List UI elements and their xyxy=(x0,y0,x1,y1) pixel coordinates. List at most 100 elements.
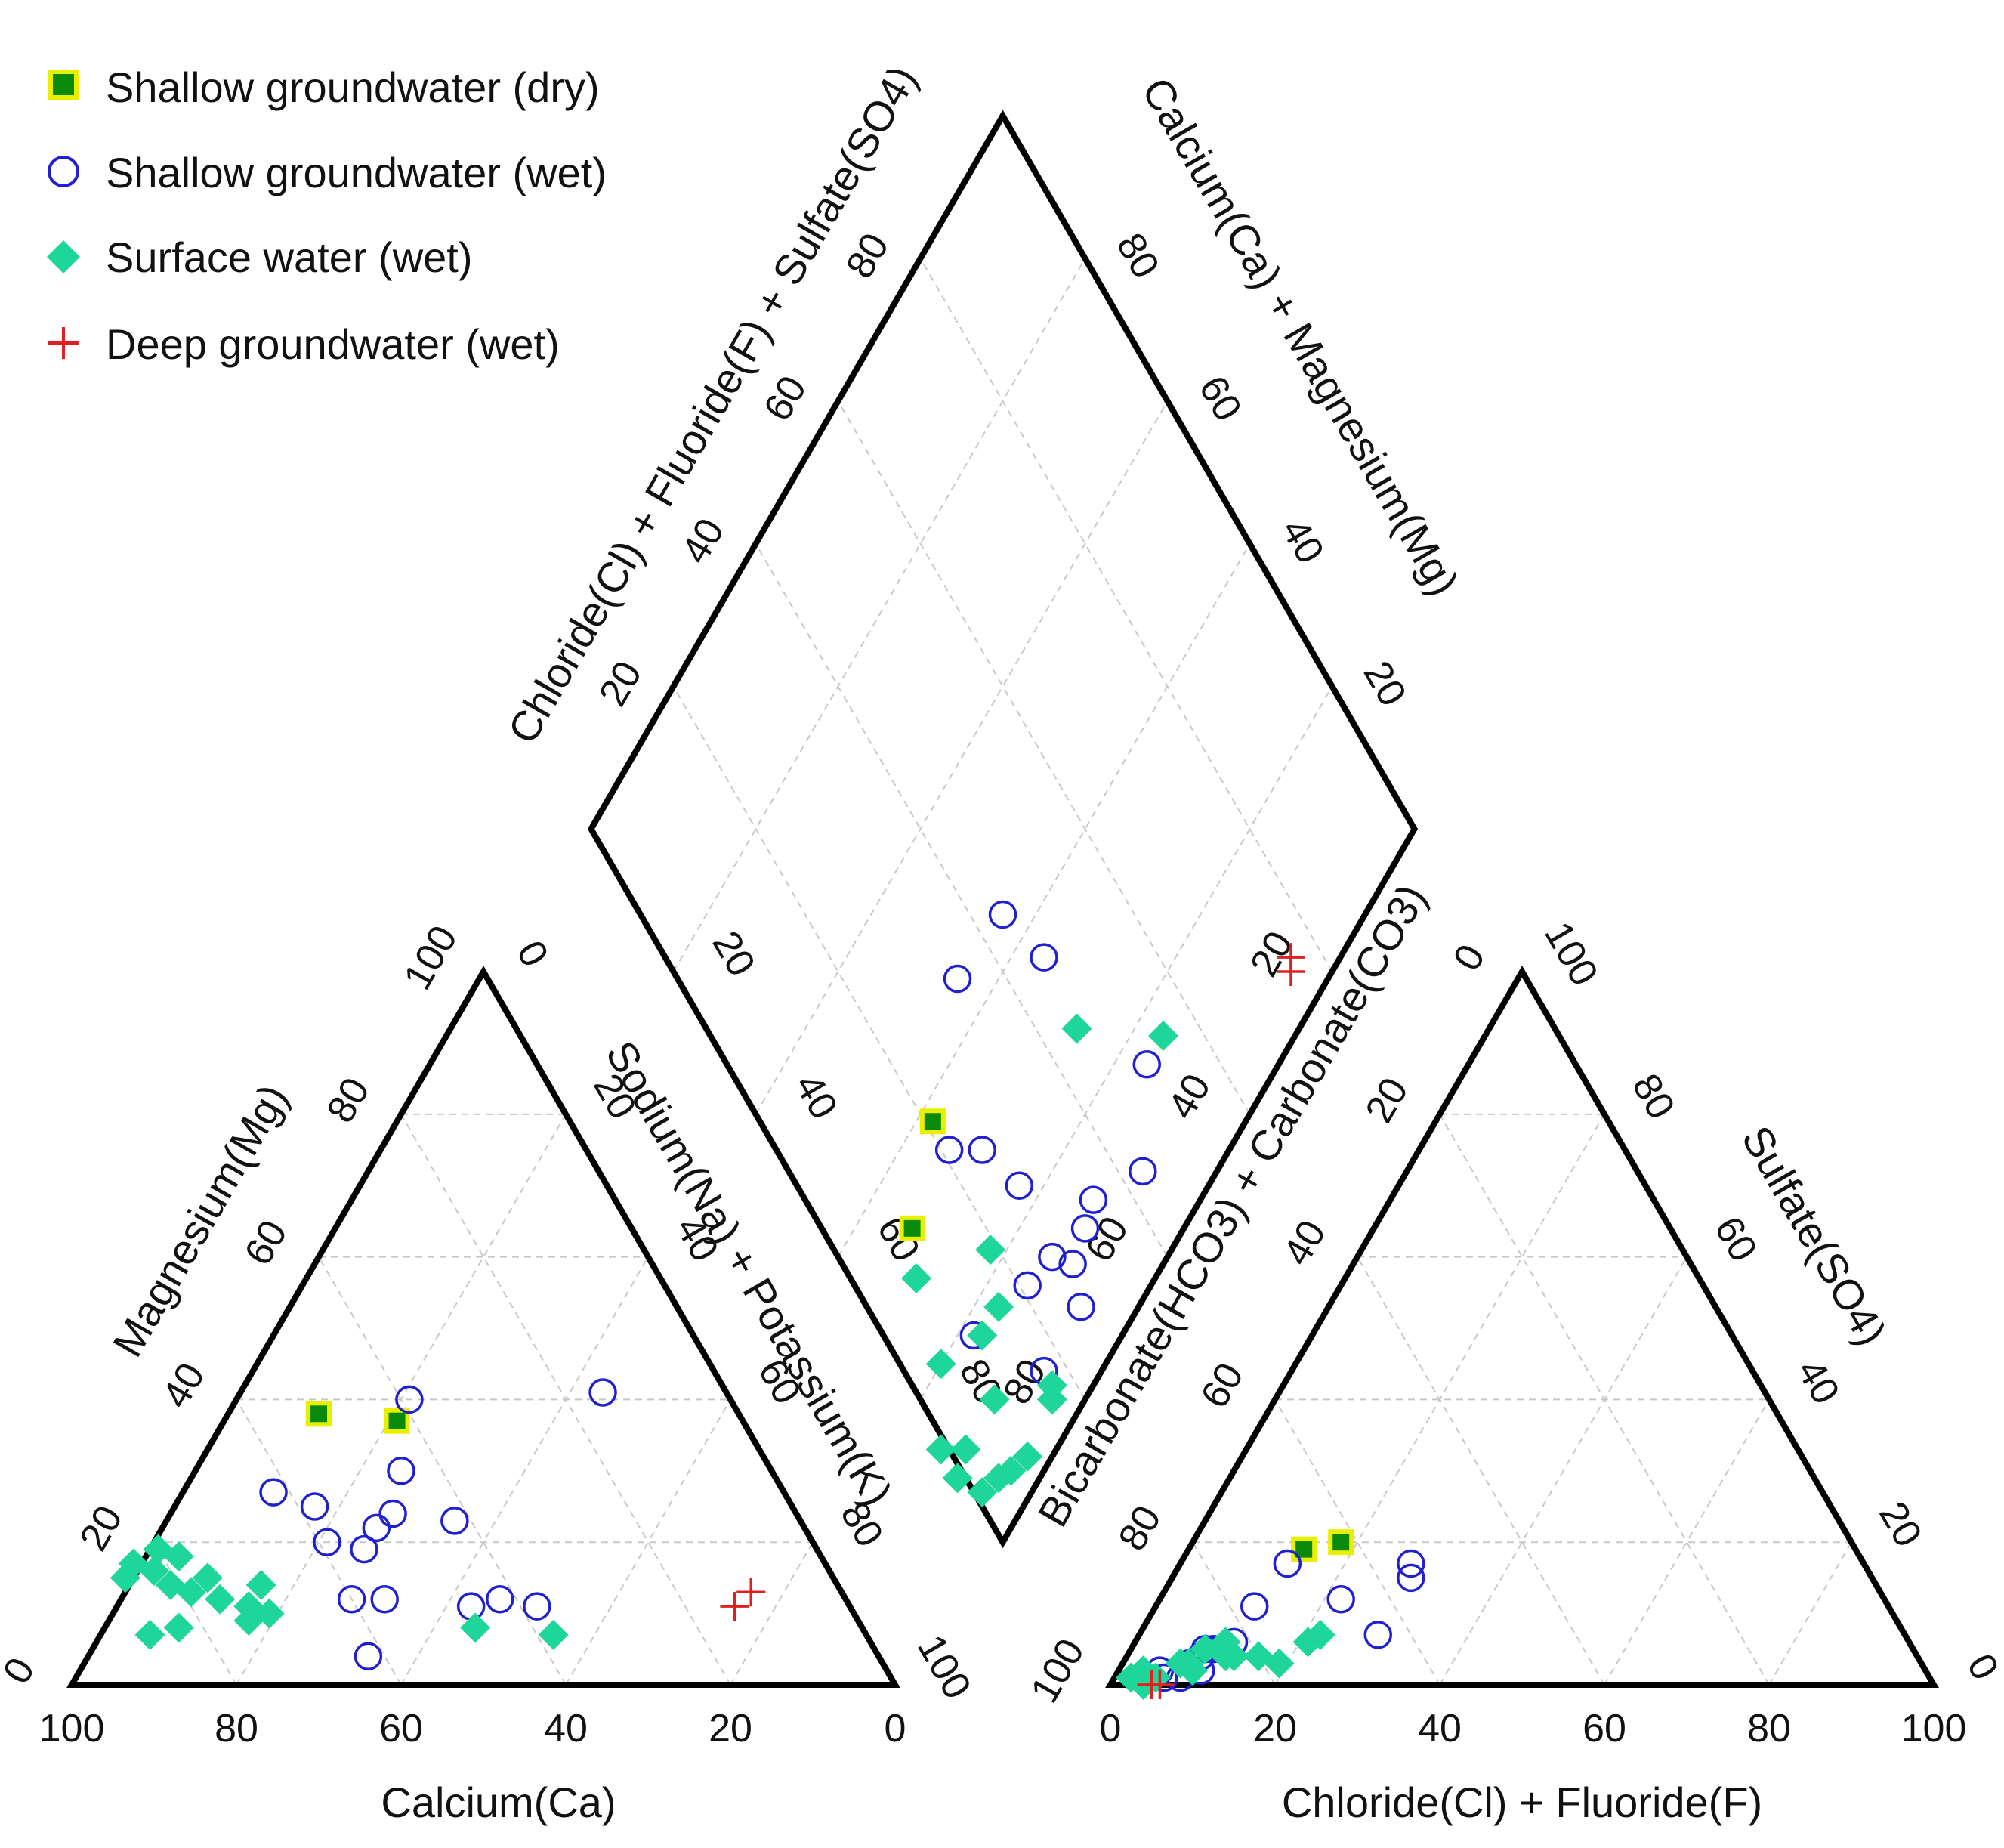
cation-point-surf xyxy=(134,1619,165,1650)
anion-left-tick: 80 xyxy=(1110,1498,1170,1558)
cation-point-sw xyxy=(486,1584,514,1614)
cation-point-sw xyxy=(523,1592,551,1621)
legend-marker-plus xyxy=(48,327,79,359)
cation-point-sw xyxy=(354,1642,383,1670)
cation-left-tick: 40 xyxy=(154,1355,214,1415)
cation-point-sw xyxy=(378,1499,407,1528)
diamond-lower-left-tick: 40 xyxy=(786,1067,846,1126)
anion-bottom-tick: 0 xyxy=(1100,1707,1122,1751)
cation-left-tick: 80 xyxy=(319,1071,378,1130)
cation-point-deep xyxy=(736,1578,766,1607)
grid-line xyxy=(730,1541,814,1686)
anion-point-sw xyxy=(1363,1621,1392,1649)
diamond-point-surf xyxy=(1148,1020,1179,1051)
cation-bottom-tick: 0 xyxy=(885,1707,906,1751)
grid-line xyxy=(1604,1398,1770,1686)
diamond-point-sw xyxy=(1079,1185,1108,1214)
cation-point-surf xyxy=(233,1605,264,1636)
anion-left-tick: 60 xyxy=(1193,1355,1252,1415)
diamond-upper-left-tick: 40 xyxy=(673,511,733,571)
diamond-point-sw xyxy=(934,1136,964,1164)
diamond-upper-left-tick: 60 xyxy=(755,369,815,428)
legend-marker-diamond xyxy=(47,240,80,273)
cation-point-sw xyxy=(350,1534,378,1564)
cation-point-sw xyxy=(387,1457,415,1485)
diamond-point-sw xyxy=(943,964,972,994)
anion-point-sw xyxy=(1273,1549,1302,1578)
legend: Shallow groundwater (dry) Shallow ground… xyxy=(47,63,607,368)
cation-point-sw xyxy=(588,1378,617,1407)
grid-line xyxy=(837,400,1251,1115)
cation-left-tick: 100 xyxy=(395,918,466,997)
grid-line xyxy=(672,258,1086,972)
cation-point-deep xyxy=(720,1592,749,1621)
anion-bottom-tick: 100 xyxy=(1901,1707,1967,1751)
cation-point-surf xyxy=(163,1541,194,1572)
anion-right-tick: 0 xyxy=(1958,1646,2004,1687)
grid-line xyxy=(236,1114,567,1686)
grid-line xyxy=(755,543,1169,1258)
diamond-point-sw xyxy=(1030,943,1058,972)
diamond-upper-right-tick: 60 xyxy=(1190,369,1250,428)
diamond-point-sw xyxy=(968,1136,996,1164)
legend-label-wet: Shallow groundwater (wet) xyxy=(106,149,607,196)
diamond-upper-right-tick: 80 xyxy=(1108,226,1168,286)
anion-right-tick: 40 xyxy=(1788,1352,1848,1411)
anion-bottom-axis-label: Chloride(Cl) + Fluoride(F) xyxy=(1282,1778,1762,1826)
diamond-point-surf xyxy=(983,1291,1014,1322)
diamond-lower-left-tick: 20 xyxy=(704,924,764,984)
grid-line xyxy=(1439,1114,1770,1686)
sample-points xyxy=(110,900,1425,1700)
diamond-point-surf xyxy=(942,1463,973,1494)
diamond-point-surf xyxy=(967,1477,998,1508)
diamond-upper-left-tick: 20 xyxy=(591,654,650,713)
diamond-point-sw xyxy=(1070,1214,1100,1243)
cation-left-tick: 60 xyxy=(236,1213,296,1273)
diamond-point-surf xyxy=(975,1235,1006,1265)
anion-right-tick: 80 xyxy=(1623,1067,1683,1126)
anion-point-dry xyxy=(1328,1529,1354,1556)
diamond-point-sw xyxy=(1132,1049,1161,1079)
anion-bottom-tick: 80 xyxy=(1747,1707,1791,1751)
anion-bottom-tick: 60 xyxy=(1583,1707,1626,1751)
anion-point-sw xyxy=(1326,1584,1355,1614)
cation-point-sw xyxy=(440,1507,469,1535)
grid-line xyxy=(1274,1114,1605,1686)
grid-line xyxy=(837,543,1251,1258)
cation-point-sw xyxy=(300,1492,329,1521)
diamond-point-surf xyxy=(1061,1013,1092,1044)
grid-line xyxy=(919,258,1333,972)
cation-bottom-tick: 20 xyxy=(709,1707,752,1751)
diamond-point-surf xyxy=(996,1455,1027,1486)
diamond-point-surf xyxy=(1012,1441,1043,1472)
cation-point-surf xyxy=(139,1555,169,1586)
anion-left-axis-label: Bicarbonate(HCO3) + Carbonate(CO3) xyxy=(1028,876,1435,1534)
cation-bottom-axis-label: Calcium(Ca) xyxy=(381,1778,616,1826)
cation-right-tick: 100 xyxy=(909,1627,980,1706)
anion-left-tick: 40 xyxy=(1275,1213,1335,1273)
anion-point-dry xyxy=(1291,1536,1317,1562)
diamond-point-surf xyxy=(1036,1384,1067,1415)
cation-bottom-tick: 80 xyxy=(215,1707,258,1751)
cation-bottom-tick: 40 xyxy=(544,1707,588,1751)
diamond-point-sw xyxy=(1005,1171,1034,1200)
anion-point-sw xyxy=(1240,1592,1269,1621)
anion-left-tick: 100 xyxy=(1022,1631,1093,1710)
anion-right-tick: 20 xyxy=(1870,1494,1930,1554)
diamond-point-dry xyxy=(899,1215,925,1241)
diamond-point-sw xyxy=(1129,1157,1157,1186)
cation-point-sw xyxy=(362,1513,391,1543)
legend-entry-surface: Surface water (wet) xyxy=(47,233,473,281)
diamond-point-sw xyxy=(1067,1292,1095,1321)
anion-bottom-tick: 20 xyxy=(1253,1707,1297,1751)
diamond-point-sw xyxy=(1038,1242,1067,1272)
diamond-point-sw xyxy=(1058,1250,1087,1278)
anion-point-sw xyxy=(1397,1549,1425,1578)
diamond-lower-right-tick: 40 xyxy=(1159,1067,1219,1126)
anion-point-surf xyxy=(1210,1641,1241,1672)
cation-right-tick: 0 xyxy=(508,934,557,975)
diamond-point-surf xyxy=(925,1434,956,1465)
grid-line xyxy=(1357,1256,1605,1686)
grid-line xyxy=(1768,1541,1852,1686)
grid-lines xyxy=(153,258,1852,1686)
